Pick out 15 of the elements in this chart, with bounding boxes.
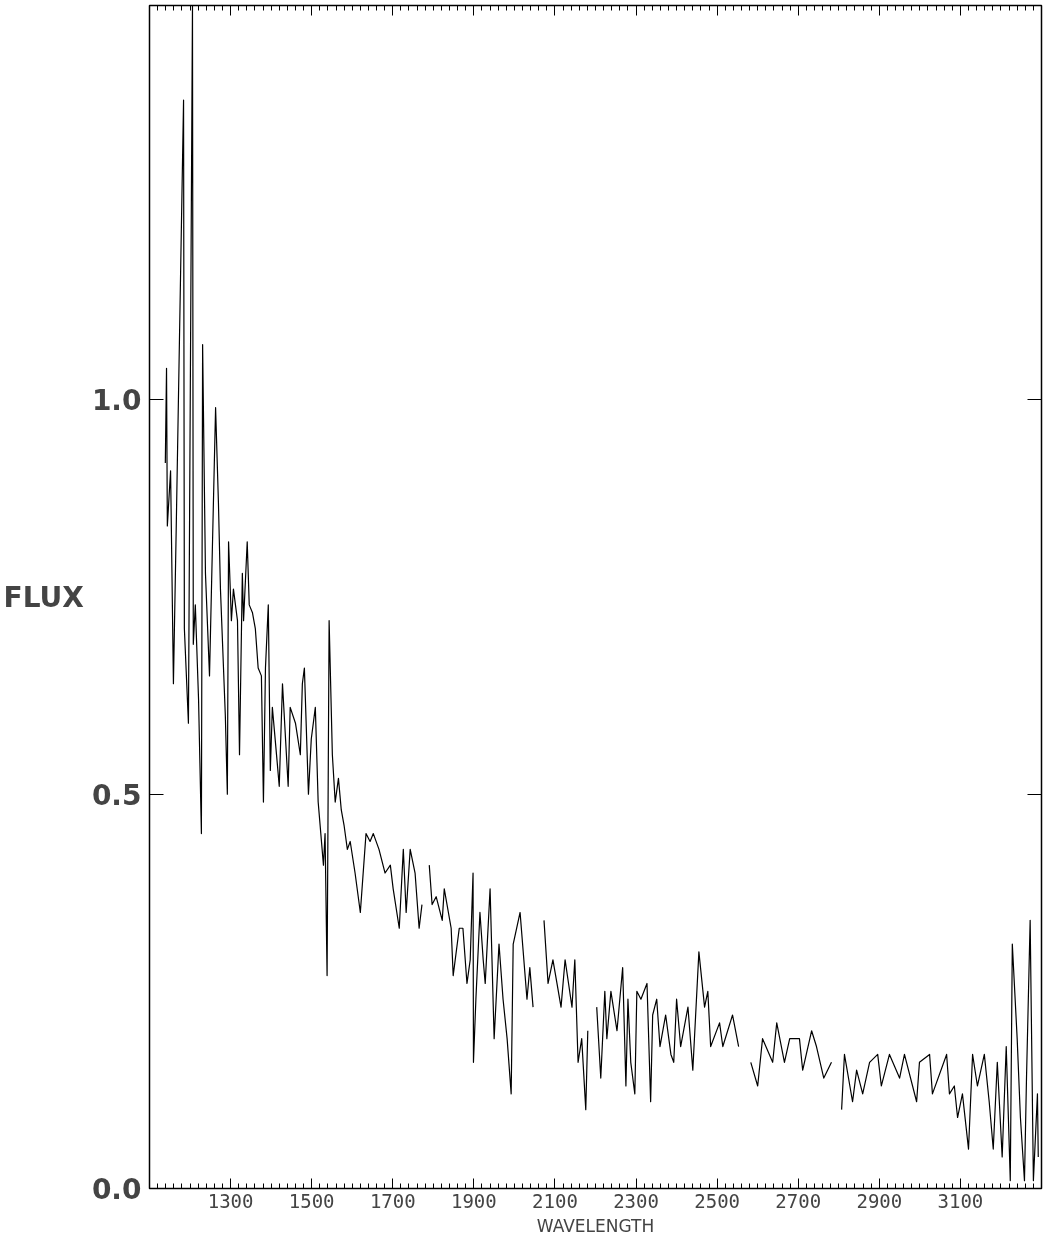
x-tick-label: 2100 [532,1189,578,1212]
x-tick-label: 3100 [937,1189,984,1212]
x-axis-title: WAVELENGTH [536,1215,655,1236]
x-tick-label: 1900 [450,1189,497,1212]
y-tick-label: 1.0 [91,384,142,418]
x-tick-label: 2700 [775,1189,822,1212]
y-axis-title: FLUX [3,580,85,614]
y-tick-label: 0.0 [91,1173,142,1206]
x-tick-label: 2300 [613,1189,659,1212]
x-tick-label: 1500 [288,1189,335,1212]
x-tick-label: 2900 [856,1189,903,1212]
x-tick-label: 1700 [369,1189,416,1212]
y-tick-label: 0.5 [91,778,142,812]
x-tick-label: 1300 [207,1189,254,1212]
x-tick-label: 2500 [694,1189,741,1212]
